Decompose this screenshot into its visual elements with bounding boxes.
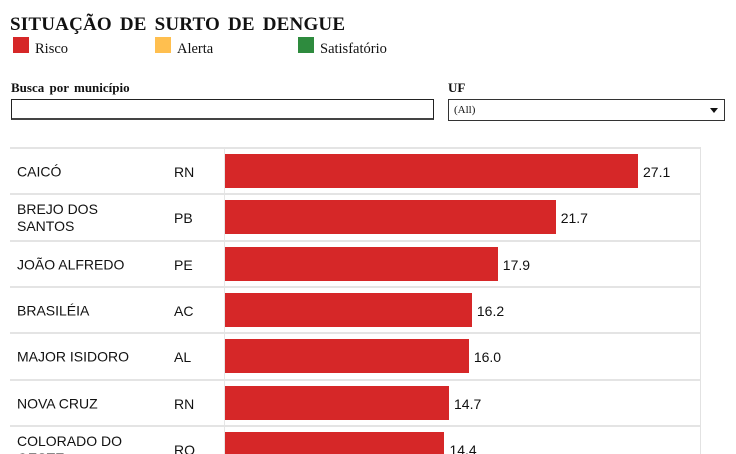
- uf-code: PB: [174, 210, 193, 227]
- bar[interactable]: [225, 200, 556, 235]
- bar[interactable]: [225, 292, 472, 327]
- municipio-name: BRASILÉIA: [17, 302, 90, 319]
- bar-row[interactable]: BREJO DOS SANTOS PB 21.7: [10, 193, 700, 241]
- value-label: 17.9: [502, 256, 531, 273]
- bar-row[interactable]: BRASILÉIA AC 16.2: [10, 285, 700, 334]
- bar-row[interactable]: CAICÓ RN 27.1: [10, 147, 700, 195]
- legend-swatch: [155, 37, 171, 53]
- search-label: Busca por município: [11, 80, 130, 95]
- uf-code: AL: [174, 349, 192, 366]
- value-label: 21.7: [560, 210, 588, 227]
- uf-code: RN: [174, 395, 195, 412]
- bar-chart: CAICÓ RN 27.1 BREJO DOS SANTOS PB 21.7 JOÃ…: [10, 147, 701, 454]
- bar-row[interactable]: JOÃO ALFREDO PE 17.9: [10, 239, 700, 288]
- uf-label: UF: [448, 80, 466, 95]
- chevron-down-icon: [710, 108, 718, 113]
- bar[interactable]: [225, 154, 638, 188]
- municipio-name: CAICÓ: [17, 163, 62, 180]
- page-title: SITUAÇÃO DE SURTO DE DENGUE: [10, 14, 346, 35]
- bar[interactable]: [225, 246, 498, 281]
- value-label: 27.1: [643, 164, 671, 180]
- uf-select-value: (All): [454, 104, 476, 116]
- municipio-name: JOÃO ALFREDO: [17, 256, 125, 273]
- uf-code: RN: [174, 164, 195, 180]
- bar[interactable]: [225, 431, 445, 454]
- legend-label: Risco: [35, 41, 69, 57]
- uf-code: RO: [174, 441, 195, 454]
- bar[interactable]: [225, 385, 450, 420]
- municipio-name: BREJO DOS SANTOS: [17, 201, 98, 235]
- bar[interactable]: [225, 339, 469, 374]
- municipio-name: NOVA CRUZ: [17, 395, 98, 411]
- value-label: 16.2: [476, 302, 505, 319]
- municipio-name: MAJOR ISIDORO: [17, 348, 130, 365]
- uf-code: PE: [174, 256, 193, 273]
- bar-row[interactable]: NOVA CRUZ RN 14.7: [10, 378, 700, 427]
- axis-divider: [224, 147, 225, 454]
- uf-select[interactable]: (All): [448, 99, 725, 121]
- value-label: 16.0: [473, 349, 502, 366]
- legend-label: Satisfatório: [320, 41, 387, 57]
- municipio-search-input[interactable]: [11, 99, 434, 120]
- bar-row[interactable]: COLORADO DO OESTE RO 14.4: [10, 424, 700, 454]
- value-label: 14.4: [449, 441, 477, 454]
- legend-label: Alerta: [177, 41, 214, 57]
- value-label: 14.7: [454, 395, 482, 412]
- municipio-name: COLORADO DO OESTE: [17, 432, 123, 454]
- uf-code: AC: [174, 302, 194, 319]
- legend-swatch: [13, 37, 29, 53]
- bar-row[interactable]: MAJOR ISIDORO AL 16.0: [10, 332, 700, 380]
- legend-swatch: [298, 37, 314, 53]
